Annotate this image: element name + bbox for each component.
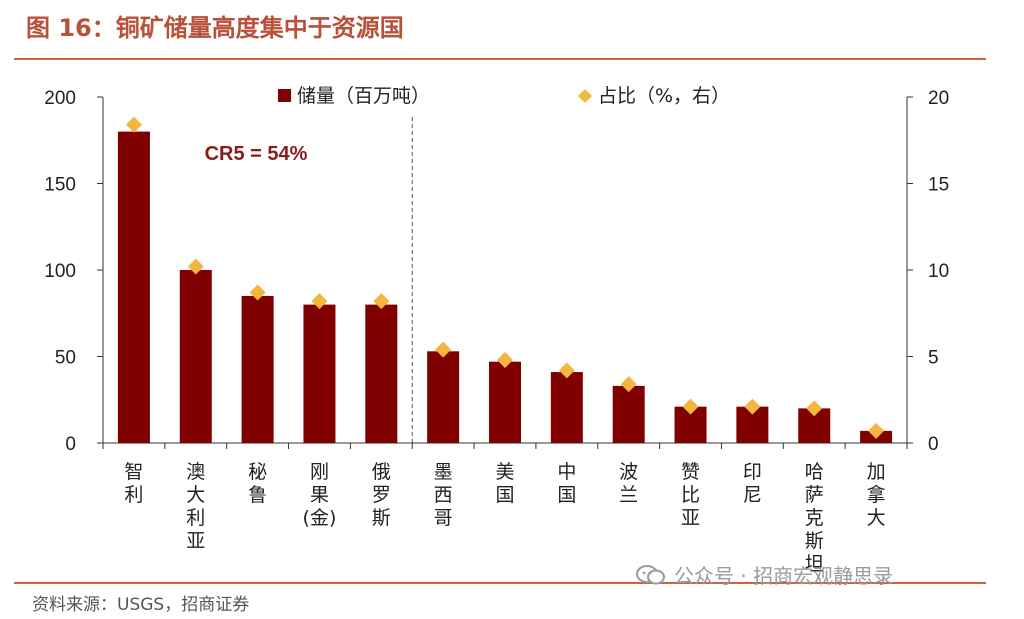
right-tick-label: 0 [928,434,939,455]
bar-5 [427,351,460,443]
category-label: 智利 [124,461,143,506]
bar-4 [365,304,398,443]
share-marker-8 [620,376,637,393]
left-tick-label: 0 [65,434,76,455]
watermark: 公众号 · 招商宏观静思录 [636,560,893,589]
category-label: 哈萨克斯坦 [805,461,824,575]
left-tick-label: 150 [44,175,76,196]
right-tick-label: 5 [928,348,939,369]
right-tick-label: 10 [928,261,949,282]
bottom-rule [14,582,986,584]
category-label: 秘鲁 [248,461,267,506]
category-label: 赞比亚 [681,461,700,529]
figure-title: 图 16：铜矿储量高度集中于资源国 [26,14,404,42]
legend-swatch-bar [278,89,291,102]
category-label: 波兰 [619,461,638,506]
left-tick-label: 200 [44,88,76,109]
share-marker-0 [125,116,142,133]
share-marker-4 [373,293,390,310]
copper-reserves-chart: 0 50 100 150 200 0 5 10 15 20 智利 澳大利亚 秘鲁 刚果(金) 俄罗斯 墨西哥 美… [44,85,949,575]
bar-3 [303,304,336,443]
category-label: 俄罗斯 [372,461,391,529]
bar-1 [179,270,212,443]
category-label: 印尼 [743,461,762,506]
source-note: 资料来源：USGS，招商证券 [32,595,250,615]
bar-7 [550,372,583,443]
legend-label-bar: 储量（百万吨） [297,85,430,107]
share-marker-7 [558,362,575,379]
right-tick-label: 15 [928,175,949,196]
share-marker-1 [187,258,204,275]
cr5-annotation: CR5 = 54% [205,143,308,165]
share-marker-9 [682,398,699,415]
right-tick-label: 20 [928,88,949,109]
share-marker-2 [249,284,266,301]
category-label: 加拿大 [867,461,886,529]
share-marker-12 [868,422,885,439]
share-marker-6 [497,351,513,368]
share-marker-5 [435,341,452,358]
bar-6 [489,361,521,443]
bar-2 [241,295,274,443]
wechat-icon [636,564,665,584]
bar-0 [117,131,150,443]
category-label: 美国 [495,461,514,506]
category-label: 墨西哥 [434,461,453,529]
left-tick-label: 50 [55,348,76,369]
category-label: 中国 [557,461,576,506]
watermark-text: 公众号 · 招商宏观静思录 [674,564,894,588]
top-rule [14,58,986,60]
share-marker-11 [806,400,823,417]
bar-8 [612,385,645,443]
legend-swatch-marker [578,89,592,103]
left-tick-label: 100 [44,261,76,282]
category-label: 刚果(金) [303,461,337,529]
share-marker-3 [311,293,328,310]
share-marker-10 [744,398,761,415]
legend-label-marker: 占比（%，右） [598,85,730,107]
category-label: 澳大利亚 [186,461,205,552]
